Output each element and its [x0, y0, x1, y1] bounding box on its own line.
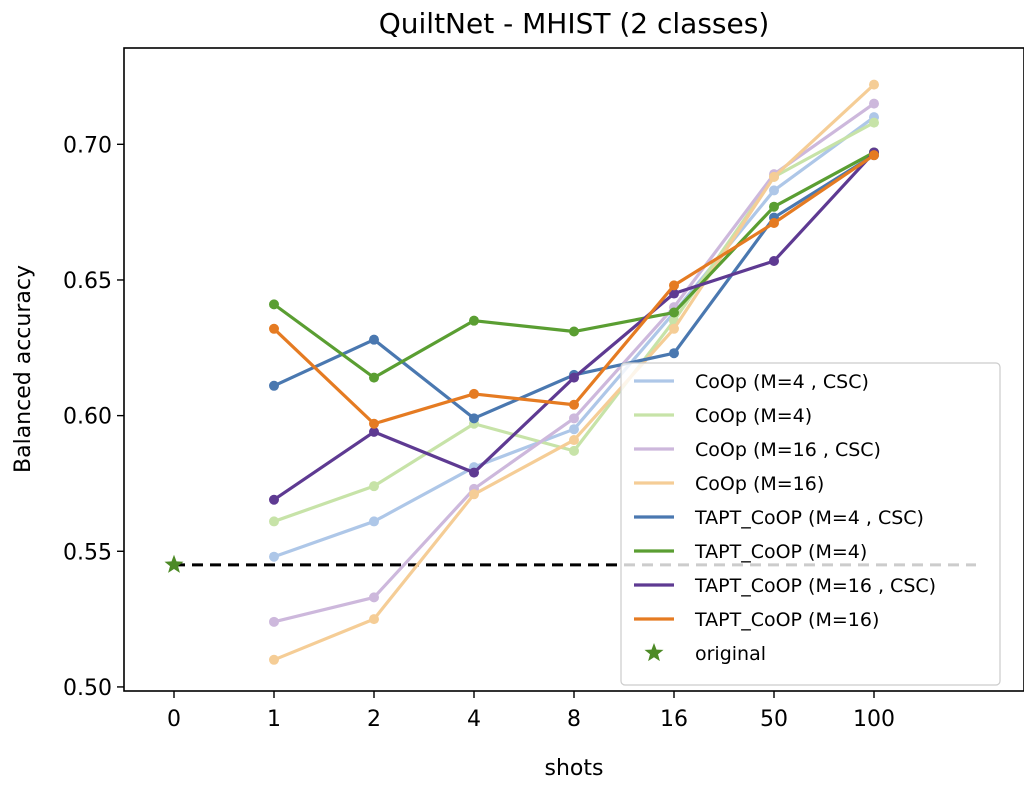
data-point: [469, 388, 479, 399]
data-point: [269, 516, 279, 527]
data-point: [669, 307, 679, 318]
x-tick-label: 8: [567, 707, 581, 732]
y-tick-label: 0.50: [63, 676, 112, 701]
legend-item-coop-m-4: CoOp (M=4): [634, 405, 812, 427]
legend-box: [620, 362, 1001, 686]
legend-item-coop-m-16-csc: CoOp (M=16 , CSC): [634, 439, 881, 461]
plot-area: [164, 79, 976, 665]
x-tick-label: 16: [660, 707, 688, 732]
legend-item-tapt-coop-m-4-csc: TAPT_CoOP (M=4 , CSC): [634, 507, 924, 529]
data-point: [469, 489, 479, 500]
data-point: [269, 551, 279, 562]
legend-label: TAPT_CoOP (M=4): [694, 541, 867, 563]
data-point: [269, 323, 279, 334]
data-point: [269, 380, 279, 391]
data-point: [369, 426, 379, 437]
series-tapt-coop-m-16: [269, 150, 879, 429]
data-point: [769, 171, 779, 182]
data-point: [569, 399, 579, 410]
x-tick-label: 0: [167, 707, 181, 732]
data-point: [569, 445, 579, 456]
x-tick-label: 2: [367, 707, 381, 732]
data-point: [569, 424, 579, 435]
legend-label: CoOp (M=4): [695, 405, 812, 427]
data-point: [669, 288, 679, 299]
x-tick-label: 50: [760, 707, 788, 732]
data-point: [869, 79, 879, 90]
series-coop-m-16: [269, 79, 879, 665]
data-point: [369, 418, 379, 429]
axes: 0 1 2 4 8 16 50 100 0.50 0.55 0.60 0.65 0.70: [63, 133, 895, 732]
data-point: [269, 654, 279, 665]
data-point: [369, 481, 379, 492]
data-point: [769, 217, 779, 228]
legend-item-coop-m-16: CoOp (M=16): [634, 473, 824, 495]
data-point: [569, 372, 579, 383]
chart-title: QuiltNet - MHIST (2 classes): [379, 7, 770, 40]
data-point: [669, 348, 679, 359]
legend-item-tapt-coop-m-4: TAPT_CoOP (M=4): [634, 541, 867, 563]
y-tick-label: 0.70: [63, 133, 112, 158]
data-point: [569, 435, 579, 446]
y-axis-label: Balanced accuracy: [11, 265, 36, 473]
x-axis-label: shots: [545, 756, 604, 781]
data-point: [869, 117, 879, 128]
x-tick-label: 100: [853, 707, 895, 732]
legend-item-coop-m-4-csc: CoOp (M=4 , CSC): [634, 371, 869, 393]
data-point: [469, 467, 479, 478]
data-point: [769, 255, 779, 266]
legend-item-tapt-coop-m-16-csc: TAPT_CoOP (M=16 , CSC): [634, 575, 936, 597]
y-tick-label: 0.65: [63, 269, 112, 294]
legend: CoOp (M=4 , CSC) CoOp (M=4) CoOp (M=16 , C…: [620, 362, 1001, 686]
y-tick-label: 0.55: [63, 540, 112, 565]
data-point: [369, 614, 379, 625]
data-point: [769, 185, 779, 196]
legend-label: TAPT_CoOP (M=4 , CSC): [694, 507, 924, 529]
legend-label: CoOp (M=16): [695, 473, 824, 495]
data-point: [569, 413, 579, 424]
data-point: [769, 201, 779, 212]
data-point: [369, 516, 379, 527]
data-point: [269, 299, 279, 310]
data-point: [369, 372, 379, 383]
legend-label: TAPT_CoOP (M=16): [694, 609, 879, 631]
legend-item-original: original: [644, 643, 766, 665]
data-point: [369, 334, 379, 345]
legend-label: CoOp (M=4 , CSC): [695, 371, 869, 393]
legend-item-tapt-coop-m-16: TAPT_CoOP (M=16): [634, 609, 879, 631]
data-point: [669, 323, 679, 334]
legend-label: CoOp (M=16 , CSC): [695, 439, 881, 461]
data-point: [469, 413, 479, 424]
data-point: [869, 98, 879, 109]
legend-label: original: [695, 643, 766, 665]
data-point: [869, 150, 879, 161]
data-point: [469, 315, 479, 326]
data-point: [269, 494, 279, 505]
legend-label: TAPT_CoOP (M=16 , CSC): [694, 575, 936, 597]
original-star-marker: [164, 554, 184, 573]
data-point: [369, 592, 379, 603]
x-tick-label: 1: [267, 707, 281, 732]
y-tick-label: 0.60: [63, 405, 112, 430]
data-point: [669, 280, 679, 291]
x-tick-label: 4: [467, 707, 481, 732]
data-point: [569, 326, 579, 337]
data-point: [269, 616, 279, 627]
legend-star-swatch: [644, 643, 664, 662]
